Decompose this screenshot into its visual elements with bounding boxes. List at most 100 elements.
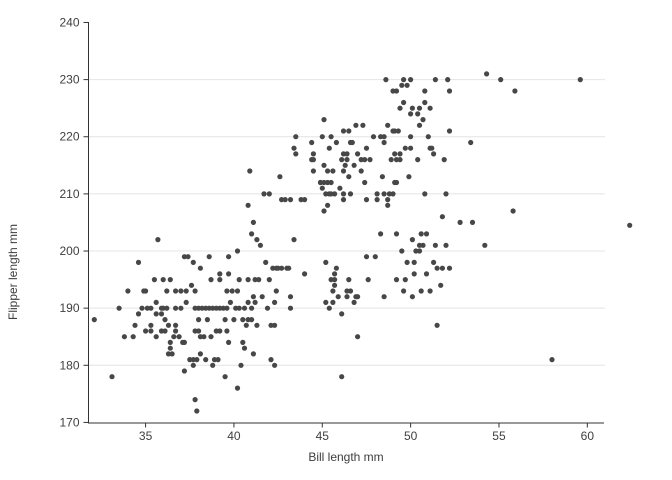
data-point <box>393 88 400 94</box>
data-point <box>181 368 187 374</box>
data-point <box>226 339 232 345</box>
data-point <box>259 294 265 300</box>
data-point <box>181 339 187 345</box>
data-point <box>153 334 159 340</box>
data-point <box>245 299 251 305</box>
data-point <box>245 277 251 283</box>
y-tick-label: 240 <box>59 15 79 29</box>
data-point <box>469 219 476 225</box>
data-point <box>155 237 161 243</box>
data-point <box>363 254 370 260</box>
data-point <box>418 288 424 294</box>
data-point <box>293 134 299 140</box>
data-point <box>176 334 182 340</box>
data-point <box>240 317 246 323</box>
data-point <box>250 219 256 225</box>
data-point <box>91 317 97 323</box>
data-point <box>374 191 380 197</box>
data-point <box>323 299 329 305</box>
data-point <box>340 191 347 197</box>
data-point <box>173 322 179 328</box>
data-point <box>381 294 387 300</box>
data-point <box>236 305 242 311</box>
data-point <box>151 277 157 283</box>
data-point <box>143 288 149 294</box>
data-point <box>404 259 410 265</box>
data-point <box>393 231 400 237</box>
data-point <box>231 317 237 323</box>
data-point <box>162 317 168 323</box>
data-point <box>397 151 403 157</box>
data-point <box>446 128 453 134</box>
data-point <box>243 322 249 328</box>
data-point <box>224 305 230 311</box>
data-point <box>441 157 447 163</box>
data-point <box>321 208 327 214</box>
data-point <box>446 88 453 94</box>
data-point <box>310 157 316 163</box>
data-point <box>252 277 258 283</box>
x-tick-label: 45 <box>316 429 330 443</box>
data-point <box>512 88 518 94</box>
data-point <box>337 185 343 191</box>
data-point <box>220 305 226 311</box>
data-point <box>287 294 294 300</box>
x-tick-label: 35 <box>139 429 153 443</box>
data-point <box>238 362 244 368</box>
data-point <box>333 139 339 146</box>
data-point <box>431 151 437 157</box>
data-point <box>365 277 371 283</box>
data-point <box>153 311 159 317</box>
x-tick-label: 60 <box>581 429 595 443</box>
data-point <box>406 174 412 180</box>
data-point <box>379 174 385 180</box>
data-point <box>438 282 444 288</box>
x-tick-label: 40 <box>227 429 241 443</box>
data-point <box>325 168 331 174</box>
data-point <box>167 277 173 283</box>
data-point <box>416 248 423 254</box>
data-point <box>372 254 378 260</box>
data-point <box>443 191 449 197</box>
data-point <box>279 197 285 203</box>
data-point <box>148 305 154 311</box>
data-point <box>355 334 361 340</box>
data-point <box>250 294 256 300</box>
data-point <box>164 288 170 294</box>
data-point <box>240 339 246 345</box>
data-point <box>355 294 361 300</box>
data-point <box>222 374 228 380</box>
data-point <box>169 351 175 357</box>
data-point <box>268 357 274 363</box>
data-point <box>432 242 438 248</box>
data-point <box>234 288 241 294</box>
y-tick-label: 210 <box>59 187 79 201</box>
data-point <box>326 305 332 311</box>
data-point <box>349 139 355 146</box>
data-point <box>627 222 633 228</box>
data-point <box>171 334 177 340</box>
data-point <box>125 288 131 294</box>
data-point <box>226 254 232 260</box>
data-point <box>333 265 339 271</box>
data-point <box>264 305 271 311</box>
data-point <box>340 168 347 174</box>
data-point <box>386 191 392 197</box>
data-point <box>263 259 269 265</box>
data-point <box>135 311 142 317</box>
data-point <box>446 265 453 271</box>
data-point <box>217 277 223 283</box>
data-point <box>272 362 278 368</box>
data-point <box>256 277 262 283</box>
data-point <box>346 174 352 180</box>
x-axis-title: Bill length mm <box>308 450 383 464</box>
data-point <box>234 385 241 391</box>
data-point <box>381 139 387 146</box>
data-point <box>272 322 278 328</box>
data-point <box>339 374 345 380</box>
data-point <box>241 345 248 351</box>
data-point <box>439 265 445 271</box>
data-point <box>310 151 316 157</box>
data-point <box>393 277 400 283</box>
